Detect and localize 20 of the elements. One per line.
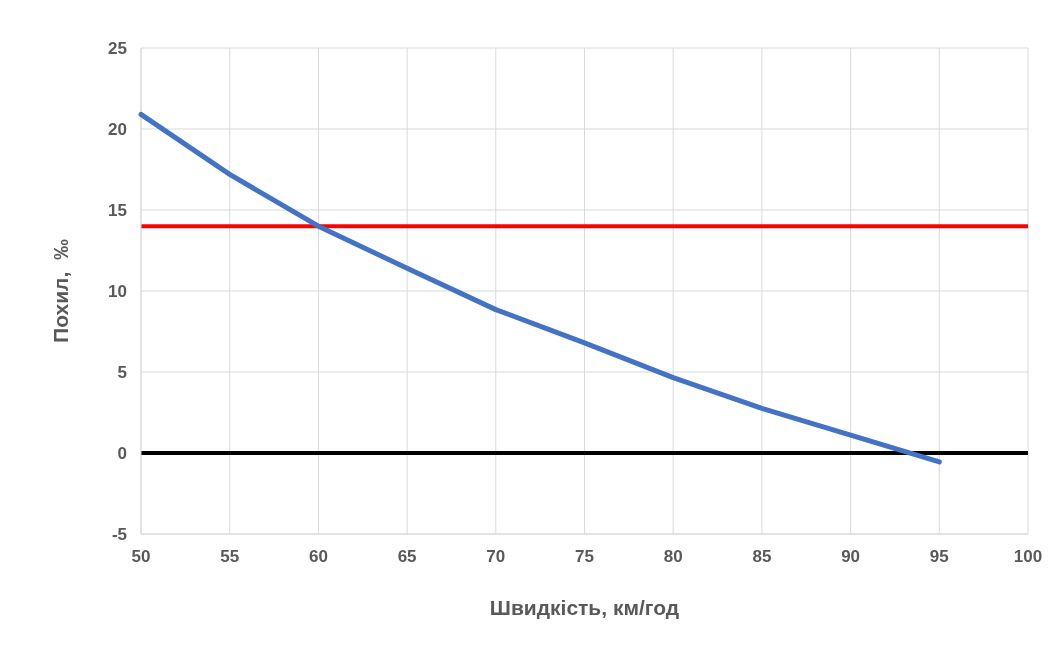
x-tick-label: 100 [1013,547,1043,566]
x-tick-label: 55 [220,547,240,566]
x-tick-label: 95 [929,547,949,566]
x-tick-label: 80 [663,547,683,566]
y-axis-title: Похил, ‰ [49,239,72,343]
y-tick-label: 15 [108,201,127,220]
y-tick-label: 0 [117,444,127,463]
y-tick-label: 25 [108,39,127,58]
x-tick-label: 50 [131,547,151,566]
x-tick-label: 75 [575,547,594,566]
x-tick-label: 70 [486,547,506,566]
y-tick-label: 10 [108,282,127,301]
y-tick-label: -5 [111,525,127,544]
y-tick-label: 20 [108,120,127,139]
x-tick-label: 60 [308,547,328,566]
x-tick-label: 90 [841,547,861,566]
x-tick-label: 85 [752,547,772,566]
x-axis-title: Швидкість, км/год [489,596,680,619]
x-tick-label: 65 [397,547,417,566]
y-tick-label: 5 [117,363,127,382]
